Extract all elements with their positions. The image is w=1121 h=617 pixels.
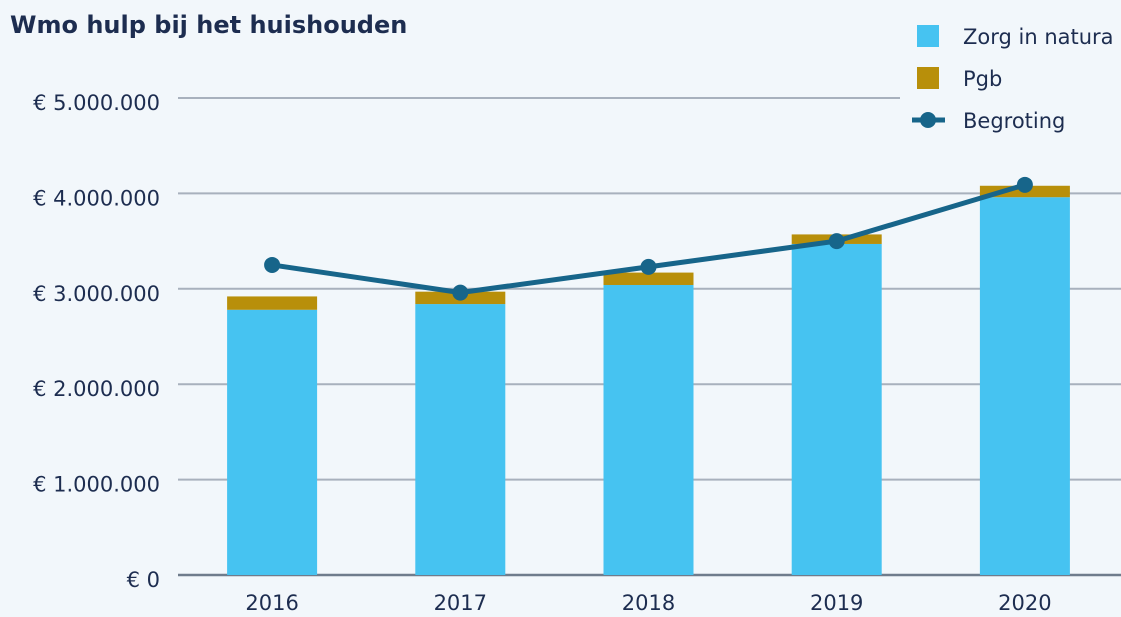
- y-tick-label: € 4.000.000: [33, 186, 160, 210]
- chart-title: Wmo hulp bij het huishouden: [10, 11, 407, 39]
- line-point: [640, 258, 657, 275]
- x-tick-label: 2016: [245, 591, 298, 615]
- legend-label: Pgb: [963, 67, 1002, 91]
- legend-label: Zorg in natura: [963, 25, 1114, 49]
- bar: [415, 304, 506, 575]
- x-tick-label: 2017: [434, 591, 487, 615]
- x-tick-label: 2020: [998, 591, 1051, 615]
- line-point: [452, 284, 469, 301]
- y-tick-label: € 5.000.000: [33, 91, 160, 115]
- x-tick-label: 2018: [622, 591, 675, 615]
- x-tick-label: 2019: [810, 591, 863, 615]
- legend-swatch: [917, 67, 939, 89]
- y-tick-label: € 1.000.000: [33, 473, 160, 497]
- bar: [791, 243, 882, 575]
- y-tick-label: € 3.000.000: [33, 282, 160, 306]
- line-point: [1016, 176, 1033, 193]
- bar: [979, 197, 1070, 575]
- legend-marker: [920, 112, 936, 128]
- line-point: [828, 233, 845, 250]
- y-tick-label: € 0: [127, 568, 160, 592]
- y-tick-label: € 2.000.000: [33, 377, 160, 401]
- line-point: [264, 256, 281, 273]
- legend-swatch: [917, 25, 939, 47]
- bar: [227, 296, 318, 310]
- bar: [603, 272, 694, 285]
- legend-label: Begroting: [963, 109, 1065, 133]
- bar: [227, 309, 318, 575]
- bar: [603, 284, 694, 575]
